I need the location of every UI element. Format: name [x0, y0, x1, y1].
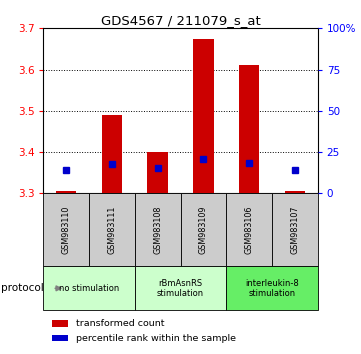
- Text: transformed count: transformed count: [76, 319, 165, 328]
- Bar: [52, 320, 68, 327]
- Text: GSM983109: GSM983109: [199, 205, 208, 254]
- Bar: [102, 115, 122, 193]
- Bar: [43, 193, 89, 266]
- Text: GSM983108: GSM983108: [153, 206, 162, 254]
- Text: GSM983107: GSM983107: [290, 205, 299, 254]
- Bar: [226, 193, 272, 266]
- Text: rBmAsnRS
stimulation: rBmAsnRS stimulation: [157, 279, 204, 298]
- Bar: [135, 193, 180, 266]
- Text: protocol: protocol: [1, 283, 43, 293]
- Text: GSM983111: GSM983111: [108, 206, 116, 254]
- Bar: [56, 191, 77, 193]
- Bar: [284, 191, 305, 193]
- Bar: [43, 266, 135, 310]
- Text: interleukin-8
stimulation: interleukin-8 stimulation: [245, 279, 299, 298]
- Bar: [239, 65, 259, 193]
- Text: GSM983106: GSM983106: [245, 206, 253, 254]
- Bar: [226, 266, 318, 310]
- Text: GSM983110: GSM983110: [62, 206, 71, 254]
- Bar: [135, 266, 226, 310]
- Bar: [52, 335, 68, 341]
- Title: GDS4567 / 211079_s_at: GDS4567 / 211079_s_at: [101, 14, 260, 27]
- Bar: [193, 39, 214, 193]
- Bar: [89, 193, 135, 266]
- Text: no stimulation: no stimulation: [59, 284, 119, 293]
- Bar: [272, 193, 318, 266]
- Text: percentile rank within the sample: percentile rank within the sample: [76, 333, 236, 343]
- Bar: [180, 193, 226, 266]
- Bar: [147, 152, 168, 193]
